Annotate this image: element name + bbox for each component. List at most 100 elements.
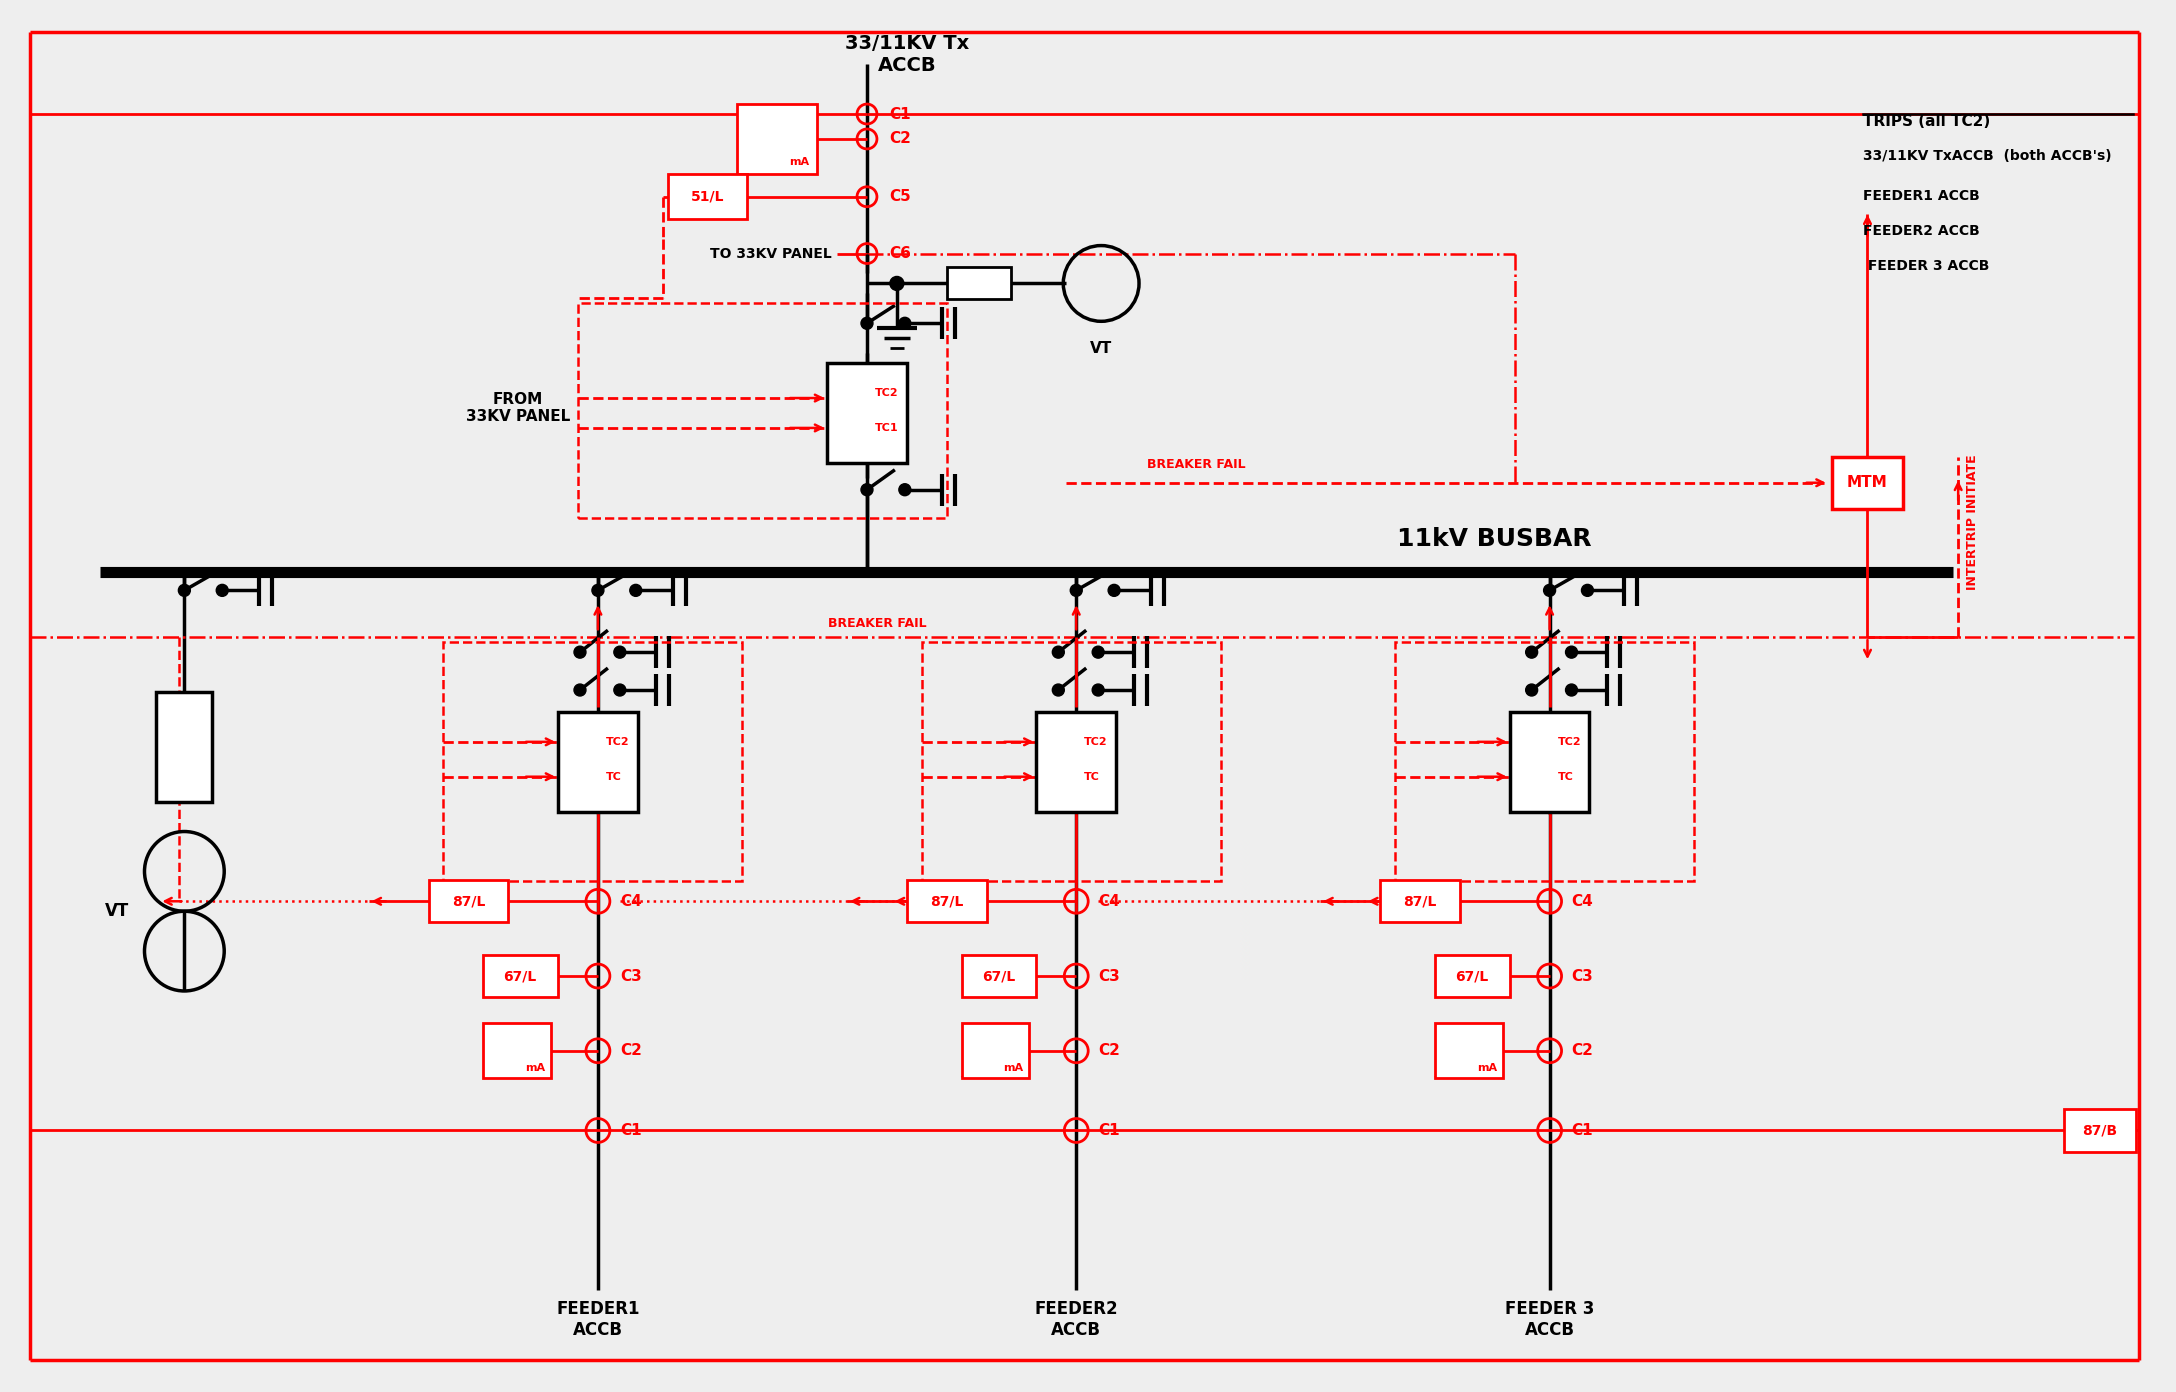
Text: 87/L: 87/L (453, 894, 485, 909)
Circle shape (1071, 585, 1081, 596)
Bar (923, 642, 1221, 881)
Circle shape (1053, 646, 1064, 658)
Text: C2: C2 (890, 131, 912, 146)
Circle shape (1525, 683, 1538, 696)
Circle shape (614, 646, 627, 658)
Bar (157, 692, 213, 802)
Text: C1: C1 (620, 1123, 642, 1139)
Circle shape (1092, 683, 1103, 696)
Text: TC: TC (605, 771, 622, 782)
Text: TC1: TC1 (875, 423, 899, 433)
Circle shape (178, 585, 189, 596)
Text: TC2: TC2 (1558, 736, 1582, 748)
Bar (1832, 457, 1904, 508)
Bar (1036, 711, 1116, 812)
Circle shape (1565, 646, 1578, 658)
Text: mA: mA (1478, 1062, 1497, 1073)
Bar (1434, 1023, 1504, 1077)
Bar (962, 955, 1036, 997)
Circle shape (862, 317, 873, 330)
Circle shape (890, 277, 903, 291)
Text: C3: C3 (620, 969, 642, 984)
Bar (483, 955, 557, 997)
Text: FROM
33KV PANEL: FROM 33KV PANEL (466, 391, 570, 425)
Text: TC2: TC2 (605, 736, 629, 748)
Text: TC: TC (1084, 771, 1101, 782)
Text: 67/L: 67/L (503, 969, 537, 983)
Text: INTERTRIP INITIATE: INTERTRIP INITIATE (1965, 455, 1978, 590)
Text: mA: mA (790, 157, 809, 167)
Text: C5: C5 (890, 189, 910, 205)
Text: C2: C2 (620, 1043, 642, 1058)
Bar (1434, 955, 1510, 997)
Circle shape (862, 484, 873, 496)
Circle shape (1565, 683, 1578, 696)
Circle shape (1543, 585, 1556, 596)
Circle shape (574, 646, 585, 658)
Circle shape (1525, 646, 1538, 658)
Text: 87/B: 87/B (2082, 1123, 2117, 1137)
Circle shape (1582, 585, 1593, 596)
Text: FEEDER 3 ACCB: FEEDER 3 ACCB (1863, 259, 1989, 273)
Text: 87/L: 87/L (1404, 894, 1436, 909)
Text: FEEDER2 ACCB: FEEDER2 ACCB (1863, 224, 1980, 238)
Text: 11kV BUSBAR: 11kV BUSBAR (1397, 526, 1593, 550)
Circle shape (899, 484, 912, 496)
Text: BREAKER FAIL: BREAKER FAIL (827, 617, 927, 629)
Text: mA: mA (1003, 1062, 1023, 1073)
Circle shape (1092, 646, 1103, 658)
Bar (444, 642, 742, 881)
Text: TC2: TC2 (1084, 736, 1108, 748)
Circle shape (1053, 683, 1064, 696)
Text: C2: C2 (1099, 1043, 1121, 1058)
Text: 51/L: 51/L (690, 189, 725, 203)
Text: FEEDER1 ACCB: FEEDER1 ACCB (1863, 189, 1980, 203)
Bar (483, 1023, 551, 1077)
Circle shape (1108, 585, 1121, 596)
Bar (2063, 1108, 2135, 1153)
Text: C3: C3 (1571, 969, 1593, 984)
Bar (557, 711, 638, 812)
Bar (962, 1023, 1029, 1077)
Text: 33/11KV TxACCB  (both ACCB's): 33/11KV TxACCB (both ACCB's) (1863, 149, 2113, 163)
Text: C6: C6 (890, 246, 912, 262)
Circle shape (899, 317, 912, 330)
Text: FEEDER 3
ACCB: FEEDER 3 ACCB (1506, 1300, 1595, 1339)
Text: C4: C4 (1099, 894, 1121, 909)
Bar (668, 174, 746, 219)
Bar (1380, 880, 1460, 923)
Text: BREAKER FAIL: BREAKER FAIL (1147, 458, 1245, 470)
Circle shape (574, 683, 585, 696)
Bar (947, 267, 1012, 299)
Text: FEEDER1
ACCB: FEEDER1 ACCB (557, 1300, 640, 1339)
Bar (1510, 711, 1588, 812)
Bar (579, 303, 947, 518)
Bar (429, 880, 509, 923)
Text: 33/11KV Tx
ACCB: 33/11KV Tx ACCB (844, 35, 968, 75)
Bar (907, 880, 986, 923)
Text: C4: C4 (1571, 894, 1593, 909)
Text: TC: TC (1558, 771, 1573, 782)
Circle shape (629, 585, 642, 596)
Text: C1: C1 (890, 107, 910, 121)
Text: TRIPS (all TC2): TRIPS (all TC2) (1863, 114, 1991, 129)
Bar (827, 363, 907, 462)
Text: mA: mA (524, 1062, 546, 1073)
Text: MTM: MTM (1847, 475, 1889, 490)
Text: C3: C3 (1099, 969, 1121, 984)
Text: C2: C2 (1571, 1043, 1593, 1058)
Text: FEEDER2
ACCB: FEEDER2 ACCB (1034, 1300, 1118, 1339)
Text: 67/L: 67/L (981, 969, 1016, 983)
Text: 87/L: 87/L (929, 894, 964, 909)
Bar (1395, 642, 1695, 881)
Text: 67/L: 67/L (1456, 969, 1488, 983)
Circle shape (215, 585, 228, 596)
Text: C4: C4 (620, 894, 642, 909)
Bar (738, 104, 818, 174)
Text: C1: C1 (1099, 1123, 1121, 1139)
Text: C1: C1 (1571, 1123, 1593, 1139)
Text: VT: VT (104, 902, 131, 920)
Text: TO 33KV PANEL: TO 33KV PANEL (709, 246, 831, 260)
Text: TC2: TC2 (875, 388, 899, 398)
Circle shape (614, 683, 627, 696)
